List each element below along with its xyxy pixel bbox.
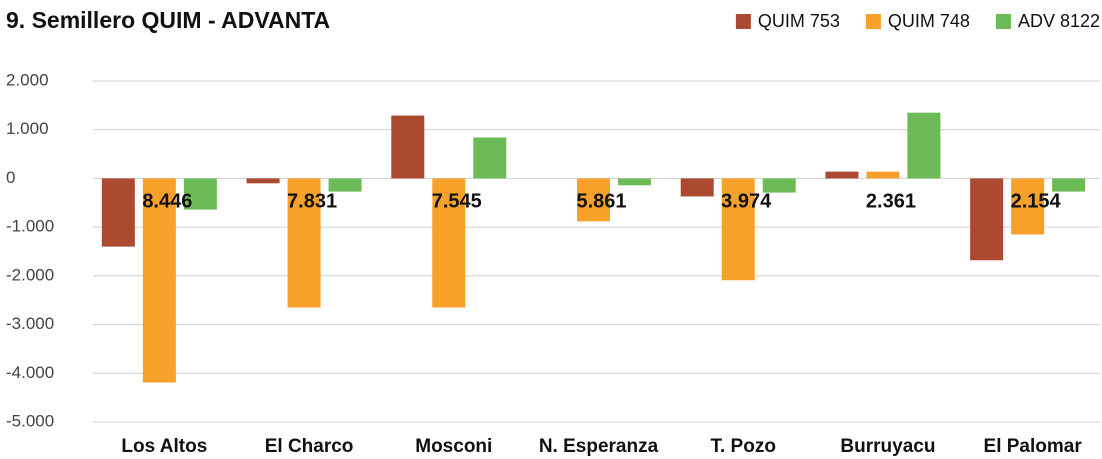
bar bbox=[866, 171, 900, 179]
annotation: 7.545 bbox=[432, 190, 482, 212]
x-tick-label: Mosconi bbox=[415, 436, 492, 457]
annotation: 3.974 bbox=[721, 190, 772, 212]
bar bbox=[680, 178, 714, 197]
bar bbox=[328, 178, 362, 192]
x-tick-label: Los Altos bbox=[121, 436, 207, 457]
bar bbox=[762, 178, 796, 193]
legend-swatch bbox=[865, 14, 881, 29]
bar bbox=[721, 178, 755, 281]
bar bbox=[1011, 178, 1045, 235]
y-tick-label: -5.000 bbox=[6, 411, 54, 430]
y-tick-label: -1.000 bbox=[6, 217, 54, 236]
x-tick-label: El Palomar bbox=[984, 436, 1083, 457]
y-tick-label: 1.000 bbox=[6, 119, 49, 138]
y-tick-label: -4.000 bbox=[6, 363, 54, 382]
x-tick-label: N. Esperanza bbox=[539, 436, 659, 457]
bar bbox=[287, 178, 321, 308]
bar bbox=[246, 178, 280, 184]
bar bbox=[183, 178, 217, 210]
y-tick-label: -2.000 bbox=[6, 265, 54, 284]
bar bbox=[391, 115, 425, 179]
annotation: 2.361 bbox=[866, 190, 916, 212]
legend-swatch bbox=[995, 14, 1011, 29]
annotation: 5.861 bbox=[576, 190, 626, 212]
x-tick-label: T. Pozo bbox=[710, 436, 775, 457]
bar bbox=[618, 178, 651, 186]
legend-label: QUIM 753 bbox=[758, 11, 840, 31]
legend-label: QUIM 748 bbox=[888, 11, 970, 31]
annotation: 7.831 bbox=[287, 190, 337, 212]
bar bbox=[432, 178, 466, 308]
legend-label: ADV 8122 bbox=[1018, 11, 1100, 31]
x-tick-label: Burruyacu bbox=[840, 436, 935, 457]
annotation: 8.446 bbox=[142, 190, 192, 212]
y-tick-label: 2.000 bbox=[6, 70, 49, 89]
bar bbox=[907, 112, 941, 179]
bar bbox=[577, 178, 610, 222]
annotation: 2.154 bbox=[1011, 190, 1062, 212]
chart-title: 9. Semillero QUIM - ADVANTA bbox=[6, 7, 330, 33]
bar bbox=[473, 137, 507, 179]
bar bbox=[825, 171, 859, 179]
bar bbox=[101, 178, 135, 247]
bar bbox=[970, 178, 1004, 261]
bar bbox=[1052, 178, 1086, 192]
y-tick-label: 0 bbox=[6, 168, 15, 187]
legend-swatch bbox=[735, 14, 751, 29]
y-tick-label: -3.000 bbox=[6, 314, 54, 333]
bar bbox=[142, 178, 176, 383]
x-tick-label: El Charco bbox=[265, 436, 354, 457]
